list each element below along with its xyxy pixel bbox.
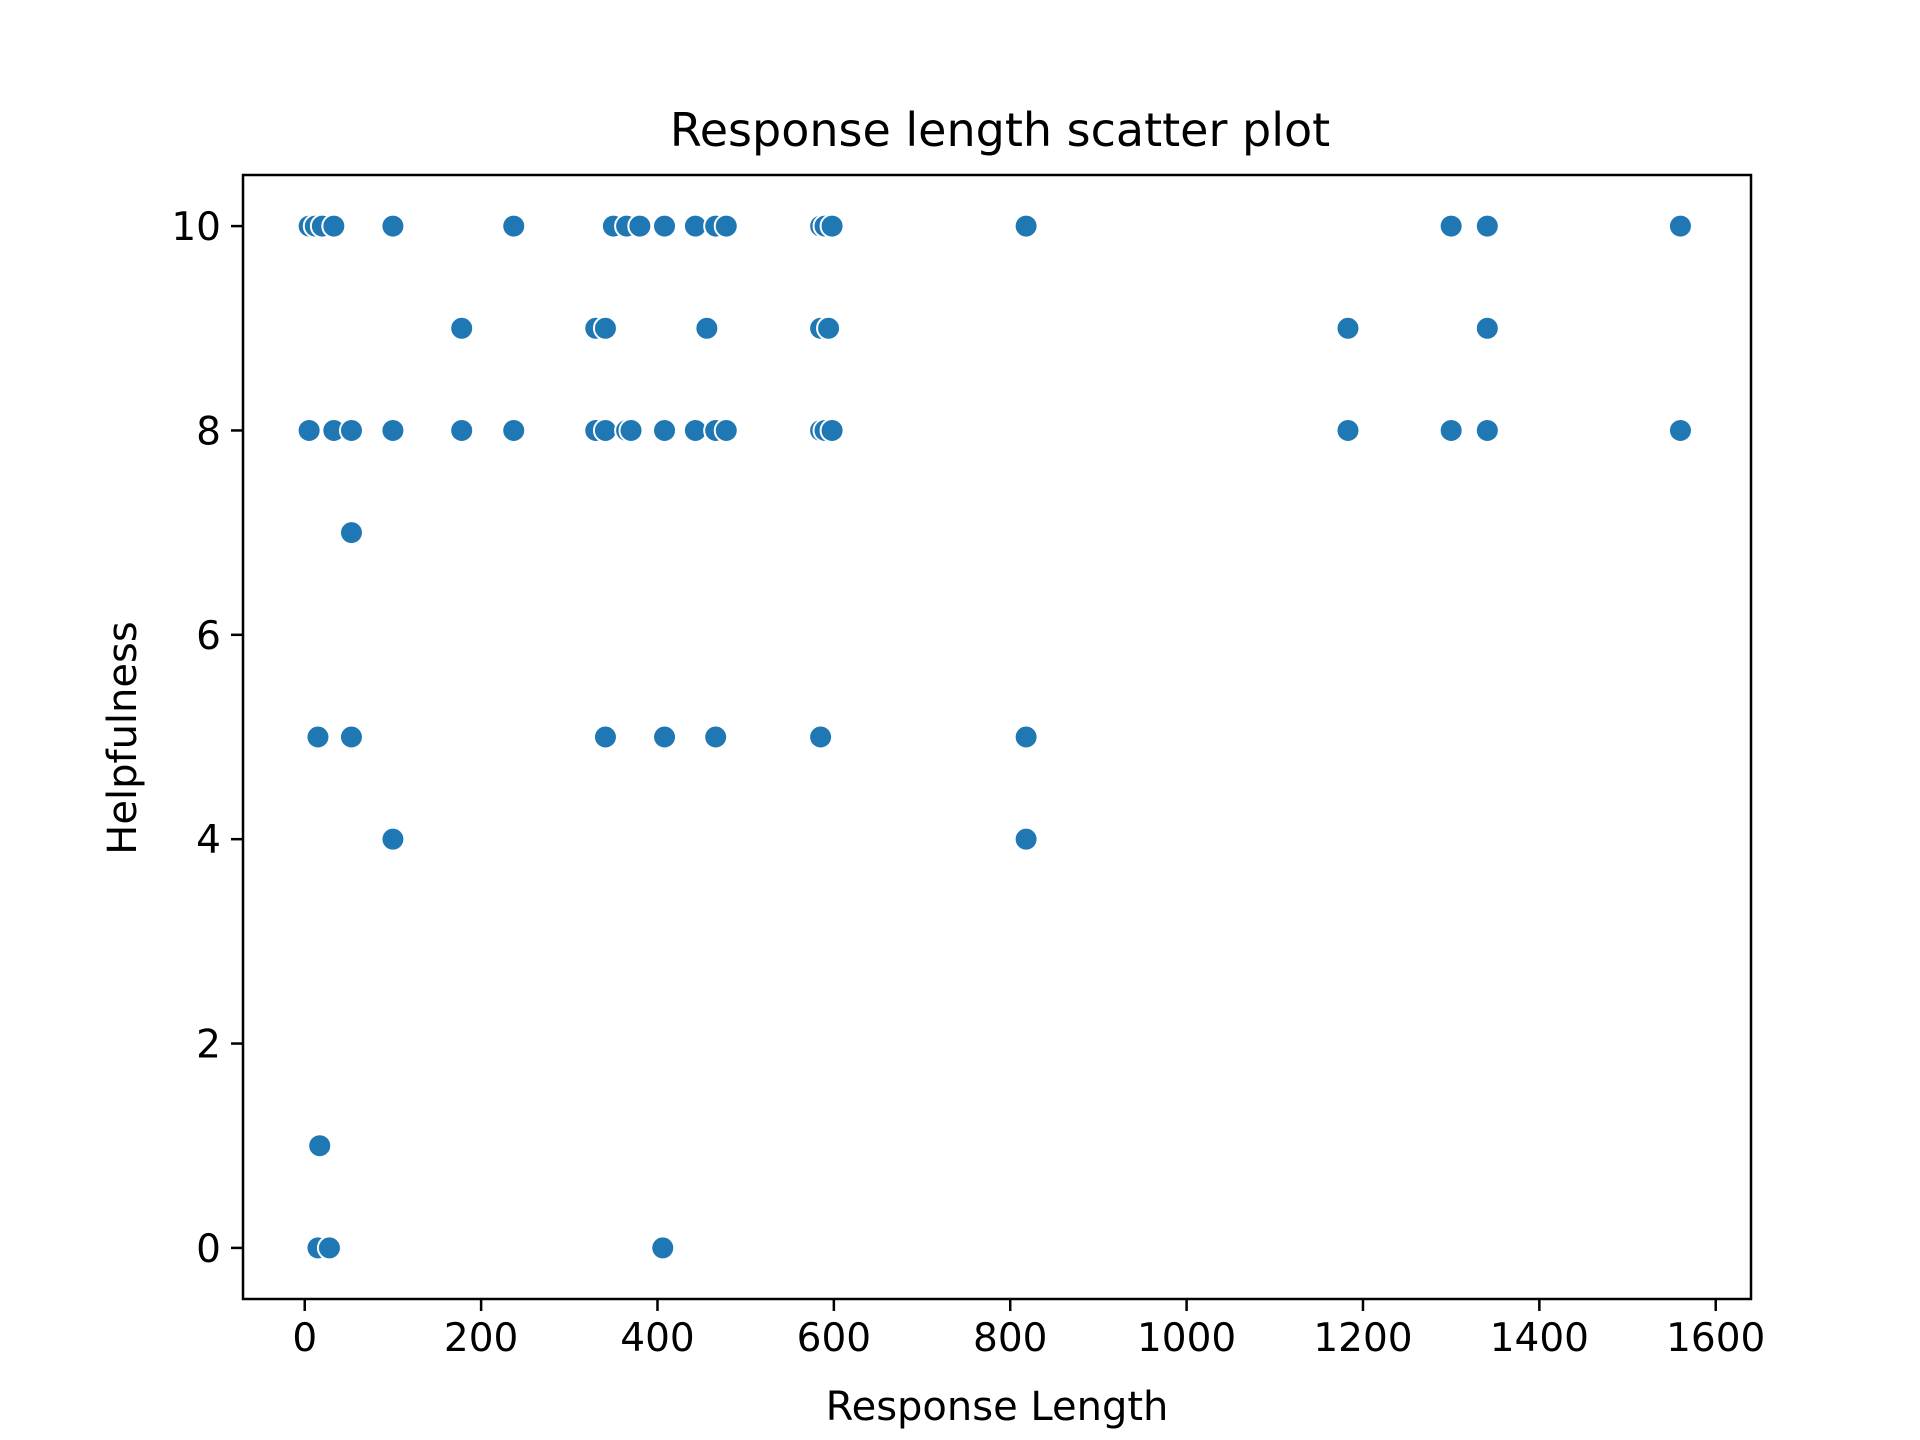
data-point-58 [1013, 826, 1039, 852]
data-point-56 [1013, 724, 1039, 750]
data-point-26 [1335, 315, 1361, 341]
x-tick-label-4: 800 [973, 1316, 1047, 1361]
data-point-54 [703, 724, 729, 750]
data-point-5 [501, 213, 527, 239]
x-tick-label-0: 0 [292, 1316, 317, 1361]
data-point-55 [808, 724, 834, 750]
y-tick-label-4: 8 [196, 409, 221, 454]
y-tick-label-1: 2 [196, 1023, 221, 1068]
data-point-8 [627, 213, 653, 239]
data-point-31 [380, 417, 406, 443]
data-point-53 [652, 724, 678, 750]
y-axis: 0 2 4 6 8 10 [171, 205, 243, 1272]
data-point-50 [305, 724, 331, 750]
data-point-41 [713, 417, 739, 443]
data-point-37 [618, 417, 644, 443]
x-tick-label-6: 1200 [1313, 1316, 1412, 1361]
data-point-47 [1474, 417, 1500, 443]
data-point-4 [380, 213, 406, 239]
x-axis: 0 200 400 600 800 1000 1200 1400 1600 [292, 1299, 1765, 1361]
data-point-19 [1667, 213, 1693, 239]
data-point-17 [1438, 213, 1464, 239]
x-tick-label-7: 1400 [1490, 1316, 1589, 1361]
x-tick-label-8: 1600 [1666, 1316, 1765, 1361]
data-point-51 [338, 724, 364, 750]
plot-frame [241, 173, 1753, 1301]
data-point-46 [1438, 417, 1464, 443]
data-point-49 [338, 520, 364, 546]
x-tick-label-2: 400 [620, 1316, 694, 1361]
data-point-33 [501, 417, 527, 443]
x-axis-label: Response Length [826, 1384, 1169, 1430]
data-point-35 [592, 417, 618, 443]
y-tick-label-0: 0 [196, 1227, 221, 1272]
data-point-23 [694, 315, 720, 341]
data-point-48 [1667, 417, 1693, 443]
data-point-52 [592, 724, 618, 750]
data-point-20 [449, 315, 475, 341]
data-point-30 [338, 417, 364, 443]
data-point-12 [713, 213, 739, 239]
y-axis-label: Helpfulness [100, 621, 146, 854]
data-point-27 [1474, 315, 1500, 341]
data-point-16 [1013, 213, 1039, 239]
data-point-44 [819, 417, 845, 443]
data-point-38 [652, 417, 678, 443]
y-tick-label-2: 4 [196, 818, 221, 863]
y-tick-label-5: 10 [171, 205, 221, 250]
data-point-28 [296, 417, 322, 443]
data-points [296, 213, 1693, 1261]
x-tick-label-3: 600 [797, 1316, 871, 1361]
data-point-57 [380, 826, 406, 852]
y-tick-label-3: 6 [196, 614, 221, 659]
data-point-45 [1335, 417, 1361, 443]
x-tick-label-1: 200 [444, 1316, 518, 1361]
chart-title: Response length scatter plot [670, 103, 1330, 157]
data-point-15 [819, 213, 845, 239]
data-point-32 [449, 417, 475, 443]
data-point-18 [1474, 213, 1500, 239]
data-point-22 [592, 315, 618, 341]
data-point-59 [307, 1133, 333, 1159]
x-tick-label-5: 1000 [1137, 1316, 1236, 1361]
data-point-61 [316, 1235, 342, 1261]
data-point-3 [321, 213, 347, 239]
data-point-25 [816, 315, 842, 341]
data-point-62 [650, 1235, 676, 1261]
data-point-9 [652, 213, 678, 239]
